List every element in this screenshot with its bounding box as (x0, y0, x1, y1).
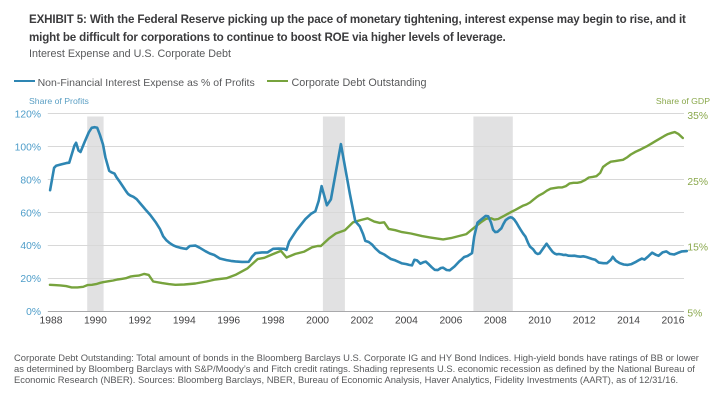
svg-text:40%: 40% (20, 241, 41, 252)
svg-text:20%: 20% (20, 274, 41, 285)
svg-text:80%: 80% (20, 175, 41, 186)
svg-text:1994: 1994 (173, 316, 196, 327)
svg-text:1992: 1992 (128, 316, 151, 327)
svg-text:120%: 120% (15, 110, 41, 121)
svg-text:2012: 2012 (573, 316, 596, 327)
svg-text:2006: 2006 (439, 316, 462, 327)
svg-text:35%: 35% (687, 111, 708, 122)
svg-text:2002: 2002 (351, 316, 374, 327)
svg-text:1996: 1996 (217, 316, 240, 327)
svg-text:60%: 60% (20, 208, 41, 219)
svg-text:2010: 2010 (528, 316, 551, 327)
svg-text:0%: 0% (26, 307, 41, 318)
svg-text:2000: 2000 (306, 316, 329, 327)
svg-text:2016: 2016 (662, 316, 685, 327)
svg-text:1988: 1988 (40, 316, 63, 327)
svg-text:100%: 100% (15, 143, 41, 154)
svg-text:1990: 1990 (84, 316, 107, 327)
svg-text:5%: 5% (687, 308, 702, 319)
svg-text:25%: 25% (687, 177, 708, 188)
svg-text:1998: 1998 (262, 316, 285, 327)
svg-text:2008: 2008 (484, 316, 507, 327)
svg-text:2014: 2014 (617, 316, 640, 327)
svg-text:15%: 15% (687, 243, 708, 254)
svg-text:2004: 2004 (395, 316, 418, 327)
